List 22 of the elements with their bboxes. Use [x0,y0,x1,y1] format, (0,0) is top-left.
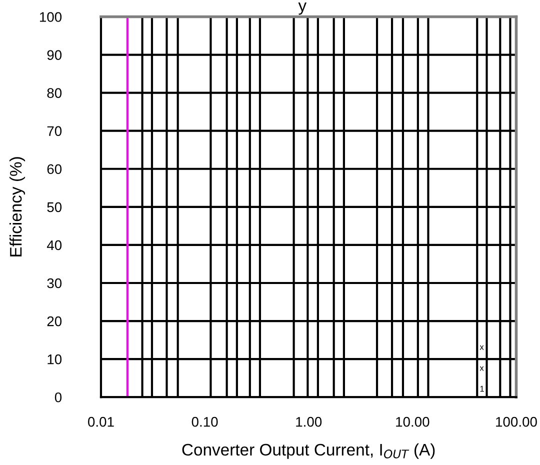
x-tick-label: 10.00 [396,416,430,427]
x-tick-label: 0.10 [192,416,218,427]
y-tick-label: 50 [47,202,62,212]
x-axis-title: Converter Output Current, I$_{OUT}$ (A) [182,443,435,459]
y-tick-label: 20 [47,316,62,326]
y-tick-label: 0 [54,392,62,402]
y-tick-label: 100 [40,12,62,22]
y-tick-label: 80 [47,88,62,98]
x-tick-label: 100.00 [496,416,537,427]
y-tick-label: 90 [47,50,62,60]
annotation: x [480,345,484,350]
annotation: x [480,366,484,371]
y-tick-label: 70 [47,126,62,136]
annotation: 1 [480,386,484,392]
chart-title: y [298,2,307,15]
y-tick-label: 30 [47,278,62,288]
y-tick-label: 10 [48,354,62,364]
x-tick-label: 1.00 [296,416,322,427]
y-tick-label: 60 [47,164,62,174]
y-tick-label: 40 [46,240,62,250]
y-axis-title: Efficiency (%) [9,157,26,256]
x-tick-label: 0.01 [88,416,114,427]
